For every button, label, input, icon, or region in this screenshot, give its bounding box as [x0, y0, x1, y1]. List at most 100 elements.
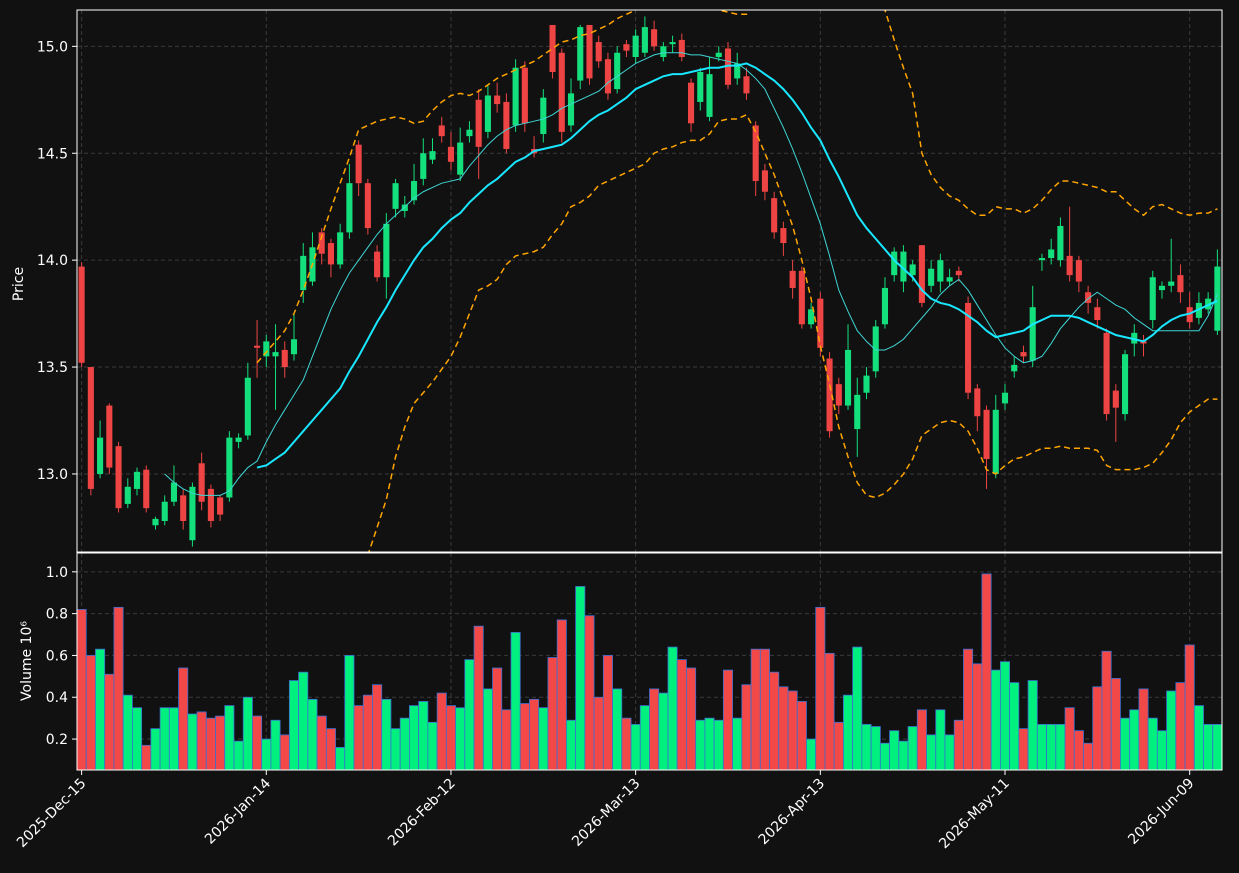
- candle-body: [1112, 390, 1119, 408]
- volume-bar: [1064, 707, 1075, 770]
- candle-body: [669, 42, 676, 45]
- volume-bar: [390, 728, 401, 770]
- candle-body: [604, 59, 611, 94]
- volume-bar: [1073, 730, 1084, 770]
- volume-bar: [889, 730, 900, 770]
- volume-bar: [584, 615, 595, 770]
- volume-bar: [409, 705, 420, 770]
- y-tick-label: 0.2: [46, 732, 68, 748]
- volume-bar: [769, 671, 780, 770]
- candle-body: [429, 151, 436, 160]
- candle-body: [170, 482, 178, 502]
- candle-body: [401, 204, 408, 211]
- overlay-line: [256, 10, 1218, 364]
- volume-bar: [501, 709, 512, 770]
- candle-body: [577, 27, 584, 81]
- volume-bar: [981, 573, 992, 770]
- candle-body: [974, 388, 981, 417]
- volume-bar: [658, 692, 669, 770]
- candle-body: [706, 74, 713, 117]
- volume-bar: [113, 606, 124, 770]
- volume-bar: [953, 719, 964, 770]
- candle-body: [558, 52, 565, 132]
- candle-body: [789, 270, 796, 288]
- candle-body: [1020, 352, 1027, 357]
- candle-body: [595, 42, 602, 62]
- volume-bar: [418, 701, 429, 770]
- candle-body: [826, 358, 833, 432]
- candle-body: [918, 245, 925, 303]
- candle-body: [660, 46, 667, 58]
- volume-bar: [879, 742, 890, 770]
- volume-bar: [455, 707, 466, 770]
- candle-body: [1140, 341, 1147, 344]
- volume-bar: [85, 655, 96, 770]
- candle-body: [300, 255, 307, 291]
- volume-bar: [722, 669, 734, 770]
- volume-bar: [381, 698, 392, 770]
- volume-bar: [224, 705, 235, 770]
- candle-body: [457, 142, 464, 175]
- volume-bar: [261, 738, 272, 770]
- candle-body: [420, 153, 427, 179]
- volume-bar: [1036, 724, 1047, 770]
- volume-bar: [787, 690, 798, 770]
- volume-bar: [1175, 682, 1186, 770]
- candle-body: [97, 437, 104, 474]
- candle-body: [854, 394, 861, 430]
- candle-body: [549, 24, 556, 73]
- volume-bar: [362, 694, 373, 770]
- candle-body: [383, 223, 390, 278]
- candle-body: [180, 495, 187, 521]
- candle-body: [835, 384, 842, 406]
- volume-bar: [686, 667, 697, 770]
- volume-bar: [732, 717, 743, 770]
- candle-body: [567, 93, 575, 126]
- volume-bar: [270, 719, 281, 770]
- volume-bar: [1147, 717, 1158, 770]
- volume-bar: [1193, 705, 1204, 770]
- candle-body: [688, 82, 695, 124]
- volume-bar: [150, 728, 161, 770]
- candle-body: [503, 101, 510, 149]
- volume-bar: [1101, 650, 1112, 770]
- volume-bar: [242, 696, 253, 770]
- volume-bar: [565, 719, 577, 770]
- volume-bar: [95, 648, 106, 770]
- volume-bar: [529, 698, 540, 770]
- volume-bar: [372, 684, 383, 770]
- candle-body: [1094, 307, 1101, 321]
- candle-body: [937, 260, 944, 282]
- volume-bar: [704, 717, 715, 770]
- volume-bar: [843, 694, 854, 770]
- candle-body: [281, 349, 288, 368]
- volume-bar: [944, 734, 955, 770]
- volume-bar: [1184, 644, 1195, 770]
- candle-body: [447, 146, 455, 162]
- candle-body: [1103, 332, 1110, 415]
- candle-body: [678, 39, 685, 58]
- volume-bar: [1138, 688, 1149, 770]
- volume-bar: [1120, 717, 1131, 770]
- candle-body: [651, 29, 658, 47]
- y-tick-label: 14.5: [37, 146, 68, 162]
- volume-bar: [538, 707, 549, 770]
- volume-bar: [815, 606, 826, 770]
- volume-bar: [1203, 724, 1214, 770]
- volume-bar: [1083, 742, 1094, 770]
- candle-body: [771, 198, 778, 233]
- candle-body: [540, 97, 547, 135]
- volume-bar: [621, 717, 632, 770]
- candle-body: [946, 277, 953, 282]
- candle-body: [133, 471, 141, 489]
- candle-body: [512, 67, 519, 126]
- candle-body: [374, 251, 381, 278]
- candle-body: [438, 125, 445, 137]
- volume-bar: [1092, 686, 1103, 770]
- candle-body: [1029, 307, 1036, 361]
- candle-body: [623, 44, 630, 51]
- volume-bar: [796, 701, 807, 770]
- candle-body: [1057, 225, 1064, 261]
- y-tick-label: 14.0: [37, 253, 68, 269]
- y-tick-label: 1.0: [46, 565, 68, 581]
